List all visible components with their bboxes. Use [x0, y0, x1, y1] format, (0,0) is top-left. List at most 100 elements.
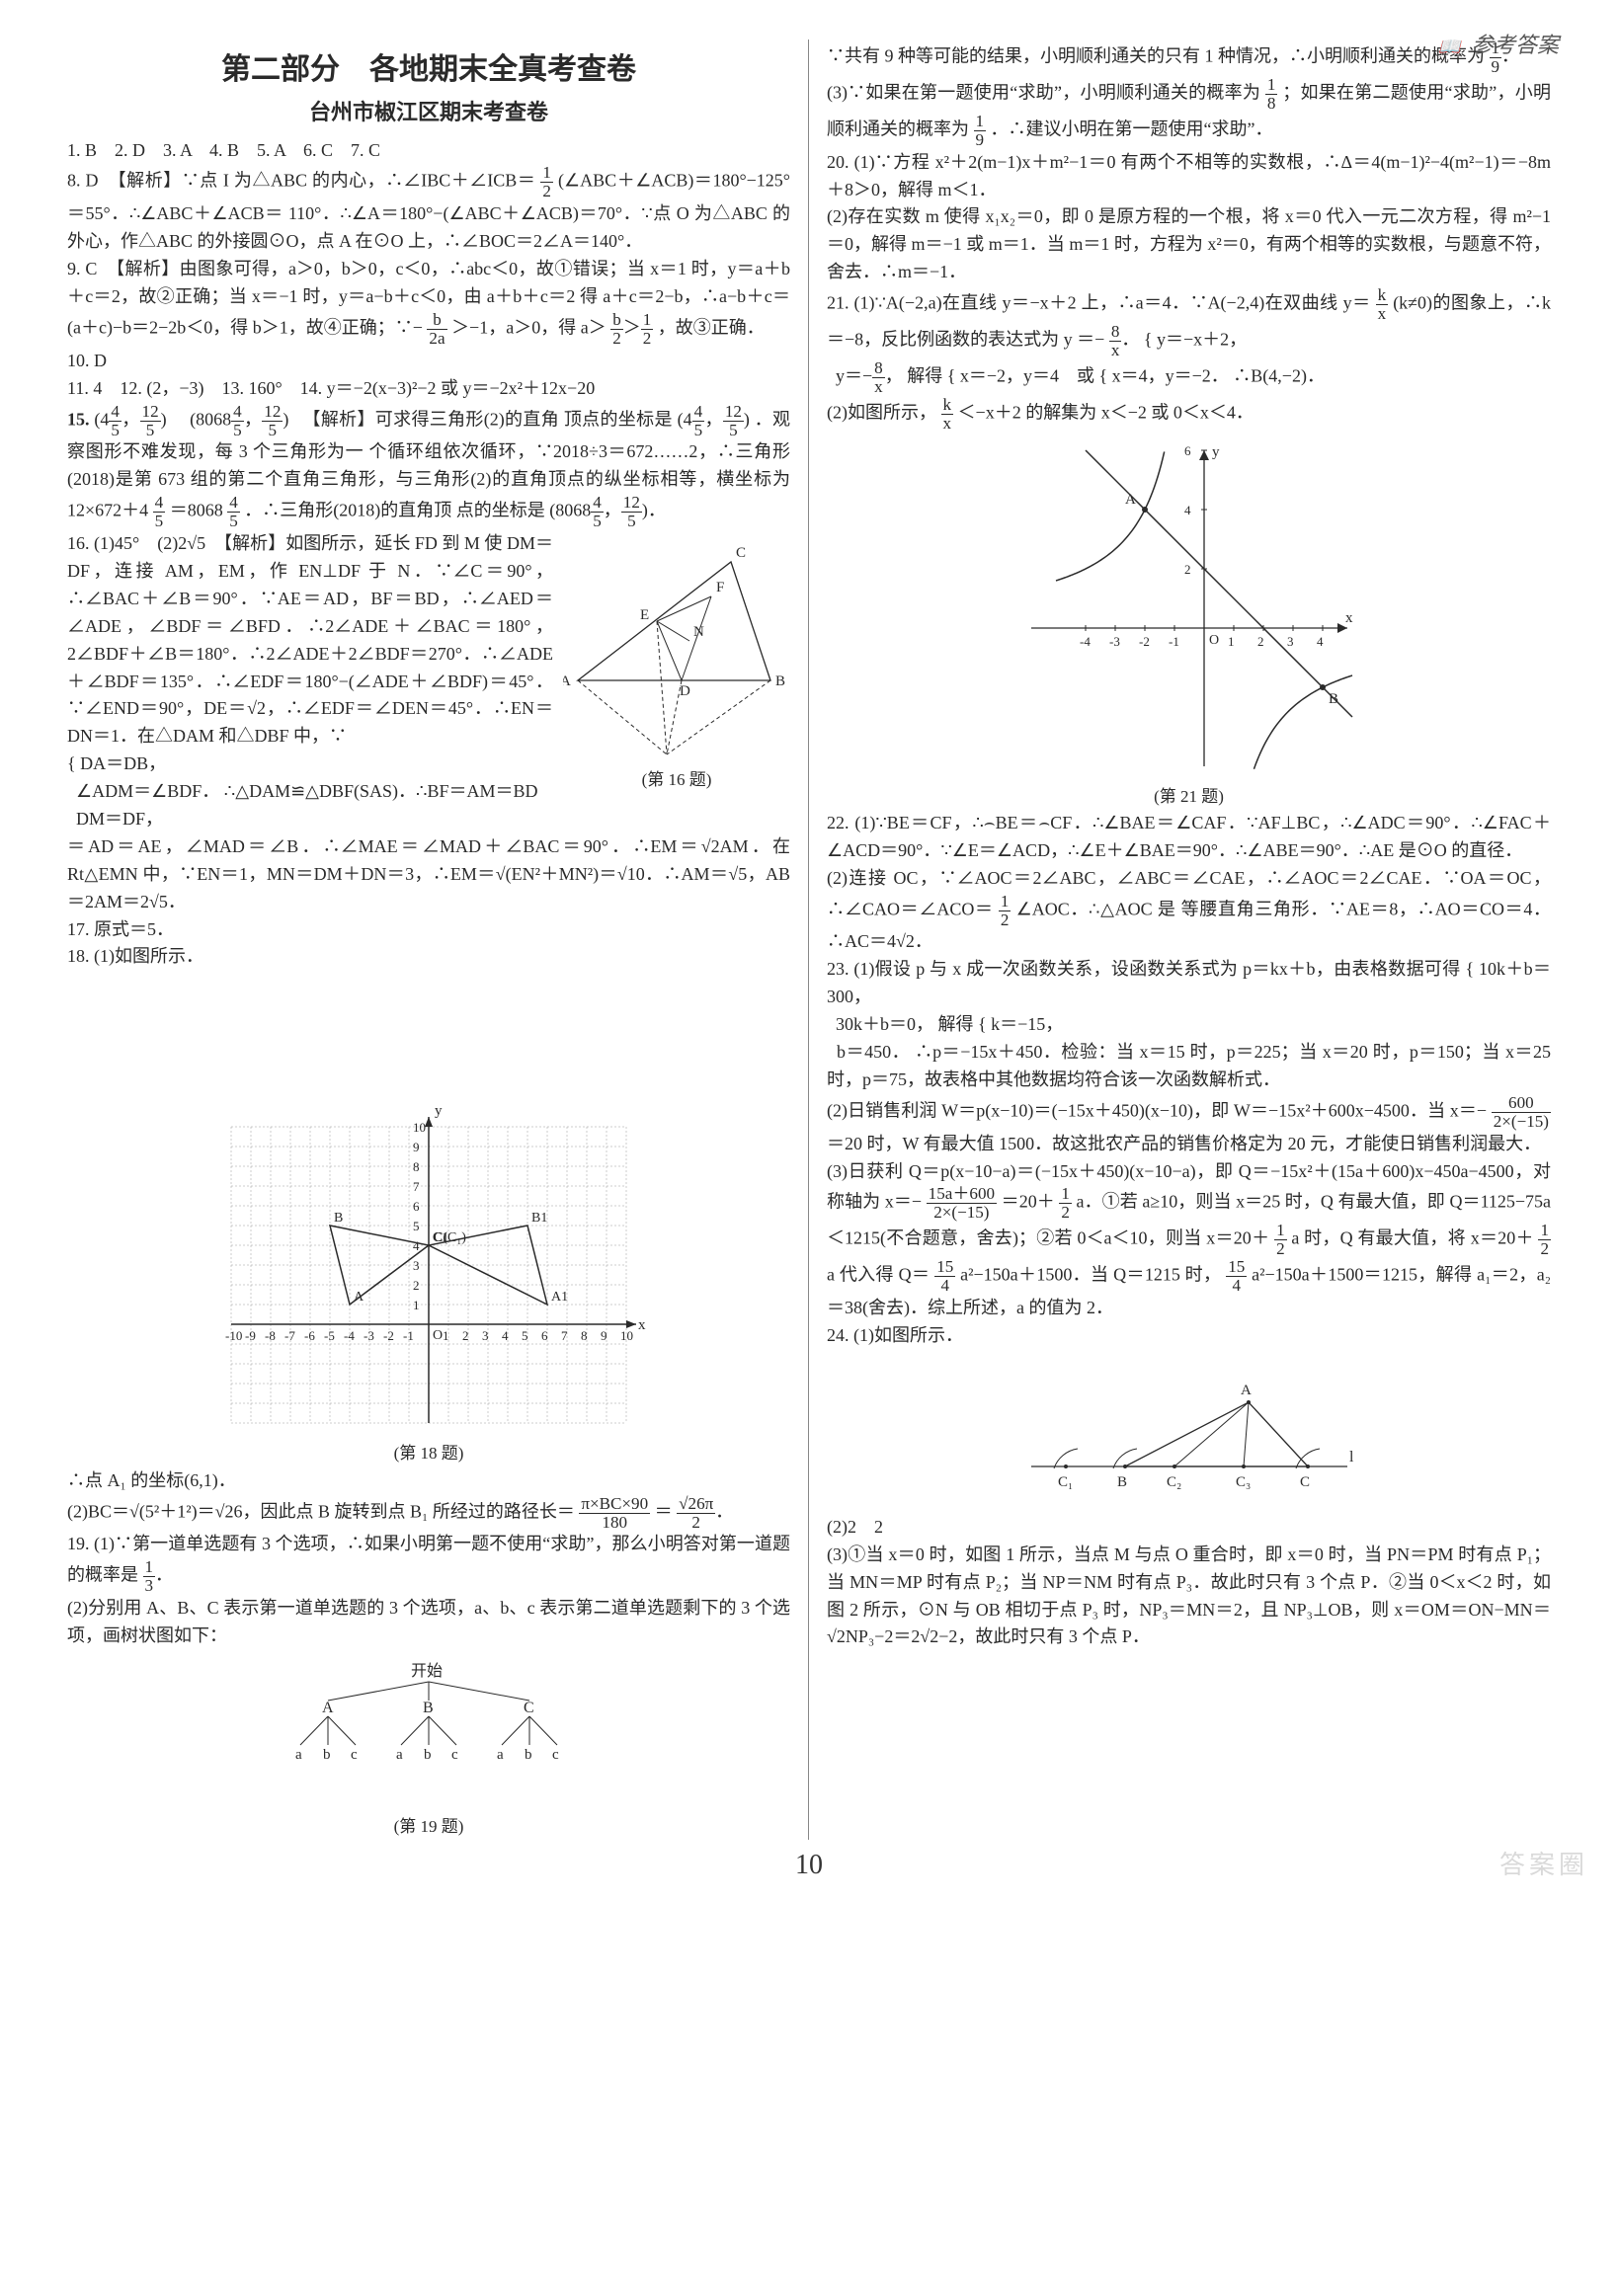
svg-text:-3: -3 [364, 1328, 374, 1343]
svg-text:B: B [334, 1211, 343, 1226]
figure-16-wrap: ABCDEFNM (第 16 题) [563, 534, 790, 793]
q21: 21. (1)∵A(−2,a)在直线 y＝−x＋2 上，∴a＝4．∵A(−2,4… [827, 286, 1551, 396]
q23d-text: (2)日销售利润 W＝p(x−10)＝(−15x＋450)(x−10)，即 W＝… [827, 1100, 1487, 1120]
figure-16-caption: (第 16 题) [563, 767, 790, 793]
svg-text:8: 8 [413, 1159, 420, 1174]
svg-text:x: x [1345, 610, 1353, 626]
q19a: 19. (1)∵第一道单选题有 3 个选项，∴如果小明第一题不使用“求助”，那么… [67, 1531, 790, 1595]
q23k-text: a²−150a＋1500．当 Q＝1215 时， [960, 1265, 1221, 1285]
svg-text:E: E [640, 607, 649, 623]
column-right: ∵共有 9 种等可能的结果，小明顺利通关的只有 1 种情况，∴小明顺利通关的概率… [809, 40, 1569, 1840]
svg-text:-2: -2 [1139, 634, 1150, 649]
q22c-text: ∠AOC．∴△AOC 是 [1016, 899, 1176, 918]
figure-21-caption: (第 21 题) [827, 784, 1551, 810]
svg-text:-4: -4 [344, 1328, 355, 1343]
q21a: 21. (1)∵A(−2,a)在直线 y＝−x＋2 上，∴a＝4．∵A(−2,4… [827, 293, 1371, 313]
svg-text:F: F [716, 580, 724, 595]
svg-text:4: 4 [502, 1328, 509, 1343]
answers-1to7: 1. B 2. D 3. A 4. B 5. A 6. C 7. C [67, 137, 790, 165]
q23j-text: a 代入得 Q＝ [827, 1265, 930, 1285]
svg-text:3: 3 [413, 1258, 420, 1273]
two-column-layout: 第二部分 各地期末全真考查卷 台州市椒江区期末考查卷 1. B 2. D 3. … [49, 40, 1569, 1840]
svg-text:x: x [638, 1317, 646, 1333]
svg-text:8: 8 [581, 1328, 588, 1343]
q8-text-a: 8. D 【解析】∵点 I 为△ABC 的内心，∴∠IBC＋∠ICB＝ [67, 171, 535, 191]
q24a: 24. (1)如图所示． [827, 1322, 1551, 1350]
svg-text:B: B [423, 1700, 434, 1716]
svg-text:B1: B1 [531, 1211, 547, 1226]
column-left: 第二部分 各地期末全真考查卷 台州市椒江区期末考查卷 1. B 2. D 3. … [49, 40, 809, 1840]
svg-text:b: b [525, 1747, 532, 1763]
svg-text:2: 2 [413, 1278, 420, 1293]
svg-text:C: C [736, 545, 746, 561]
q20b: (2)存在实数 m 使得 x₁x₂＝0，即 0 是原方程的一个根，将 x＝0 代… [827, 203, 1551, 286]
svg-text:O: O [1209, 633, 1219, 648]
watermark: 答案圈 [1499, 1845, 1588, 1881]
r1-text: ∵共有 9 种等可能的结果，小明顺利通关的只有 1 种情况，∴小明顺利通关的概率… [827, 46, 1485, 66]
q23f: (3)日获利 Q＝p(x−10−a)＝(−15x＋450)(x−10−a)，即 … [827, 1158, 1551, 1322]
svg-text:开始: 开始 [411, 1662, 443, 1680]
svg-text:9: 9 [601, 1328, 607, 1343]
q15-f: ＝8068 [170, 501, 223, 520]
q23i-text: a 时，Q 有最大值，将 x＝20＋ [1291, 1228, 1533, 1248]
q24b: (2)2 2 [827, 1514, 1551, 1542]
svg-text:1: 1 [443, 1328, 449, 1343]
q15-c: 顶点的坐标是 [564, 409, 678, 429]
q19b: (2)分别用 A、B、C 表示第一道单选题的 3 个选项，a、b、c 表示第二道… [67, 1595, 790, 1650]
svg-text:-5: -5 [324, 1328, 335, 1343]
q23g-text: ＝20＋ [1002, 1192, 1055, 1212]
q21g-text: (2)如图所示， [827, 402, 936, 422]
q24c: (3)①当 x＝0 时，如图 1 所示，当点 M 与点 O 重合时，即 x＝0 … [827, 1542, 1551, 1652]
svg-text:6: 6 [1184, 443, 1191, 458]
svg-text:-8: -8 [265, 1328, 276, 1343]
svg-text:-6: -6 [304, 1328, 315, 1343]
svg-text:y: y [1212, 444, 1220, 460]
svg-text:A: A [563, 673, 571, 689]
q23a-text: 23. (1)假设 p 与 x 成一次函数关系，设函数关系式为 p＝kx＋b，由… [827, 959, 1461, 979]
q21d: 解得 [907, 365, 942, 385]
figure-21: -4-3-2-11234246OxyAB [1021, 440, 1357, 776]
svg-text:1: 1 [413, 1298, 420, 1312]
svg-text:y: y [435, 1103, 443, 1119]
svg-text:C₃: C₃ [1236, 1474, 1251, 1490]
svg-text:-3: -3 [1109, 634, 1120, 649]
svg-text:6: 6 [541, 1328, 548, 1343]
svg-text:10: 10 [413, 1120, 426, 1135]
svg-text:N: N [693, 624, 704, 640]
q15: 15. (445，125) (806845，125) 【解析】可求得三角形(2)… [67, 403, 790, 531]
q9-text-c: ，故③正确． [658, 317, 765, 337]
svg-text:-1: -1 [1169, 634, 1179, 649]
page-header-decor: 📖 参考答案 [1438, 28, 1559, 59]
svg-text:c: c [552, 1747, 559, 1763]
svg-text:5: 5 [522, 1328, 528, 1343]
q18c: (2)BC＝√(5²＋1²)＝√26，因此点 B 旋转到点 B₁ 所经过的路径长… [67, 1495, 790, 1532]
svg-text:a: a [295, 1747, 302, 1763]
svg-text:C(C₁): C(C₁) [434, 1230, 466, 1245]
q20a: 20. (1)∵方程 x²＋2(m−1)x＋m²−1＝0 有两个不相等的实数根，… [827, 149, 1551, 204]
q16-a: 16. (1)45° (2)2√5 【解析】如图所示，延长 FD 到 M 使 D… [67, 533, 553, 746]
figure-18-caption: (第 18 题) [67, 1441, 790, 1466]
figure-18: -10-9-8-7-6-5-4-3-2-11234567891012345678… [202, 979, 656, 1433]
figure-19-caption: (第 19 题) [67, 1814, 790, 1840]
svg-text:2: 2 [462, 1328, 469, 1343]
q17: 17. 原式＝5． [67, 916, 790, 944]
q18b: ∴点 A₁ 的坐标(6,1)． [67, 1467, 790, 1495]
q23d: (2)日销售利润 W＝p(x−10)＝(−15x＋450)(x−10)，即 W＝… [827, 1094, 1551, 1158]
svg-text:5: 5 [413, 1219, 420, 1233]
section-title: 第二部分 各地期末全真考查卷 [67, 47, 790, 94]
svg-text:l: l [1349, 1449, 1354, 1465]
svg-text:7: 7 [413, 1179, 420, 1194]
svg-text:a: a [497, 1747, 504, 1763]
q15-b: 【解析】可求得三角形(2)的直角 [293, 409, 559, 429]
figure-19: 开始AabcBabcCabc [261, 1658, 597, 1806]
q16-c: ＝AD＝AE，∠MAD＝∠B．∴∠MAE＝∠MAD＋∠BAC＝90°．∴EM＝√… [67, 836, 790, 911]
q21c: ＝− [1077, 330, 1104, 350]
svg-text:3: 3 [482, 1328, 489, 1343]
svg-text:c: c [351, 1747, 358, 1763]
svg-text:C₁: C₁ [1058, 1474, 1073, 1490]
r2a: (3)∵如果在第一题使用“求助”，小明顺利通关的概率为 [827, 82, 1260, 102]
svg-text:4: 4 [1317, 634, 1324, 649]
svg-text:b: b [323, 1747, 331, 1763]
svg-text:-4: -4 [1080, 634, 1091, 649]
q23e-text: ＝20 时，W 有最大值 1500．故这批农产品的销售价格定为 20 元，才能使… [827, 1134, 1541, 1153]
